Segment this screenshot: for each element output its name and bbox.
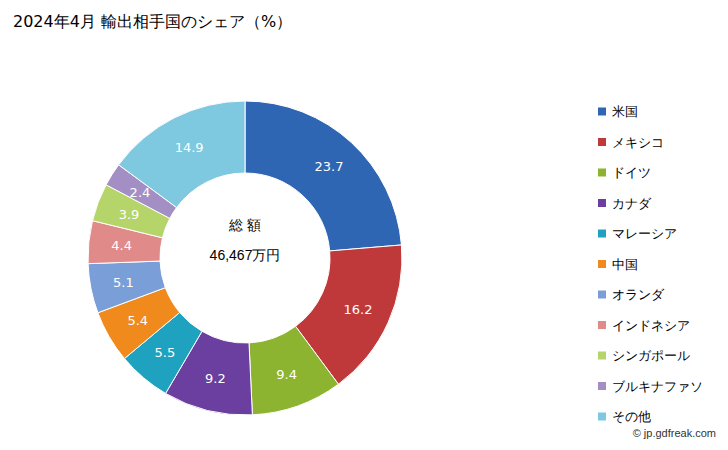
svg-text:インドネシア: インドネシア <box>612 318 690 333</box>
svg-text:中国: 中国 <box>612 257 638 272</box>
svg-text:マレーシア: マレーシア <box>612 226 677 241</box>
svg-text:シンガポール: シンガポール <box>612 348 690 363</box>
svg-text:オランダ: オランダ <box>612 287 665 302</box>
svg-text:2.4: 2.4 <box>130 185 151 200</box>
svg-text:5.4: 5.4 <box>127 313 148 328</box>
svg-text:総 額: 総 額 <box>228 217 261 233</box>
svg-text:4.4: 4.4 <box>111 238 132 253</box>
svg-text:46,467万円: 46,467万円 <box>210 247 281 263</box>
svg-text:ブルキナファソ: ブルキナファソ <box>612 379 703 394</box>
svg-text:カナダ: カナダ <box>612 196 652 211</box>
svg-text:米国: 米国 <box>612 104 638 119</box>
svg-text:16.2: 16.2 <box>343 302 372 317</box>
svg-text:5.1: 5.1 <box>113 275 134 290</box>
svg-text:© jp.gdfreak.com: © jp.gdfreak.com <box>633 427 716 439</box>
svg-text:2024年4月 輸出相手国のシェア（%）: 2024年4月 輸出相手国のシェア（%） <box>13 12 292 31</box>
svg-text:ドイツ: ドイツ <box>612 165 651 180</box>
svg-text:9.4: 9.4 <box>276 367 297 382</box>
svg-text:メキシコ: メキシコ <box>612 135 664 150</box>
svg-text:その他: その他 <box>612 409 651 424</box>
svg-text:3.9: 3.9 <box>119 207 140 222</box>
svg-text:5.5: 5.5 <box>154 345 175 360</box>
svg-text:23.7: 23.7 <box>314 159 343 174</box>
svg-text:9.2: 9.2 <box>205 371 226 386</box>
svg-text:14.9: 14.9 <box>175 140 204 155</box>
